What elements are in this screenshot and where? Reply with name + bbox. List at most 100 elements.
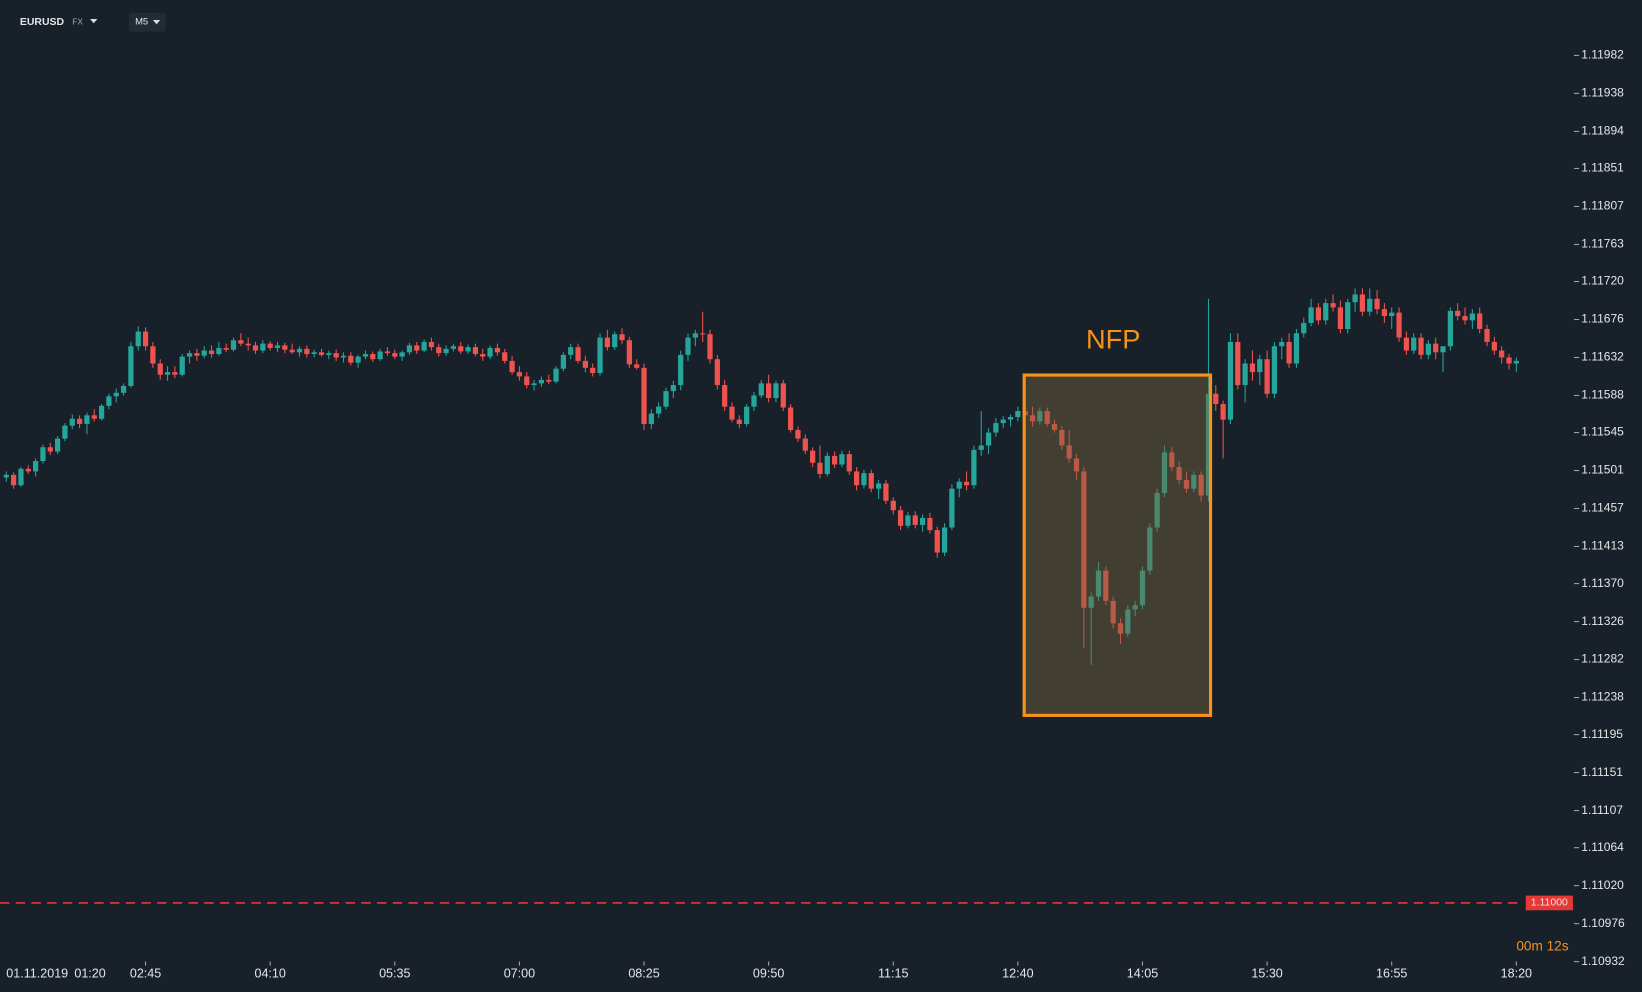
candle-body (780, 383, 786, 408)
candle-body (113, 392, 119, 397)
candle-body (1308, 307, 1314, 323)
candle (135, 326, 141, 351)
candle (941, 523, 948, 556)
candle (656, 402, 662, 418)
candle (333, 349, 339, 361)
candle (282, 342, 288, 354)
candle (304, 345, 310, 358)
candle-body (1176, 467, 1182, 481)
candle-body (1491, 341, 1497, 351)
candle-body (384, 351, 391, 354)
candle-body (1161, 452, 1168, 493)
candle (216, 341, 222, 356)
candle (780, 379, 786, 411)
candle-body (318, 352, 325, 355)
toolbar: EURUSD FX M5 (20, 12, 166, 32)
candle (714, 354, 720, 390)
candle-body (1147, 527, 1153, 571)
candle (436, 343, 442, 357)
x-tick-label: 12:40 (1002, 966, 1033, 980)
candle (824, 452, 830, 477)
dropdown-caret[interactable] (152, 20, 161, 25)
candle (1154, 488, 1160, 532)
candle-body (377, 351, 383, 360)
candle-body (179, 356, 185, 375)
candle (40, 444, 46, 464)
y-tick-label: 1.11851 (1581, 161, 1624, 175)
timeframe-button[interactable] (128, 12, 166, 32)
candle-body (949, 488, 955, 528)
candle (296, 346, 303, 357)
candle (641, 363, 647, 430)
candle-body (406, 345, 413, 353)
candle (1308, 298, 1314, 327)
candle-body (626, 340, 632, 365)
y-tick-label: 1.11326 (1581, 614, 1624, 628)
candle (25, 465, 31, 474)
candle (1499, 346, 1505, 364)
candle-body (714, 359, 720, 386)
candle-body (421, 341, 427, 351)
candle-body (890, 500, 896, 511)
candle (1220, 400, 1226, 459)
candle (1440, 346, 1446, 373)
candle-body (296, 348, 303, 353)
y-tick-label: 1.11501 (1581, 463, 1624, 477)
nfp-annotation: NFP (1022, 324, 1213, 717)
candle-body (480, 354, 486, 357)
candle-body (1381, 309, 1388, 317)
candle (553, 366, 559, 384)
candle-body (245, 343, 251, 346)
candle-body (502, 352, 508, 361)
candle-body (1198, 474, 1204, 496)
candle-body (333, 353, 339, 358)
candle (516, 366, 523, 381)
candle (450, 343, 457, 352)
candle-body (69, 418, 75, 426)
symbol[interactable]: EURUSD (20, 17, 65, 28)
market[interactable]: FX (72, 16, 83, 26)
candle-body (98, 405, 105, 419)
candle (1477, 307, 1483, 334)
candle (421, 339, 427, 353)
candle-body (172, 372, 178, 375)
candle-body (773, 383, 779, 399)
candle-body (1066, 445, 1072, 459)
y-tick-label: 1.11238 (1581, 690, 1624, 704)
candle-body (560, 354, 567, 369)
candle-body (1271, 346, 1278, 394)
candle-body (260, 343, 266, 351)
x-tick-label: 02:45 (130, 966, 161, 980)
candle-body (692, 333, 698, 338)
candle (150, 341, 156, 368)
candle (927, 512, 933, 534)
candle (648, 409, 654, 430)
candle (1257, 354, 1263, 386)
timeframe[interactable]: M5 (135, 16, 148, 27)
candle-body (1059, 429, 1065, 446)
candle-body (340, 355, 347, 358)
candle (1117, 618, 1124, 645)
candle (458, 341, 464, 355)
candle-body (853, 471, 860, 486)
candle (208, 345, 215, 358)
candle-body (494, 347, 501, 353)
candle-body (846, 454, 852, 472)
x-tick-label: 05:35 (379, 966, 410, 980)
dropdown-caret[interactable] (90, 19, 98, 24)
candle (69, 414, 75, 430)
y-tick-label: 1.11720 (1581, 274, 1624, 288)
candle (788, 404, 794, 433)
candle-body (1469, 313, 1475, 321)
candle (384, 347, 391, 356)
candle (831, 451, 838, 468)
candle-body (84, 415, 90, 424)
x-tick-label: 08:25 (628, 966, 659, 980)
candle-body (252, 345, 259, 351)
candle-body (839, 454, 845, 465)
candle-body (1213, 393, 1219, 405)
candle (1132, 600, 1138, 617)
candle-body (1462, 316, 1468, 321)
candle-body (128, 346, 134, 386)
candle-body (1396, 312, 1402, 338)
